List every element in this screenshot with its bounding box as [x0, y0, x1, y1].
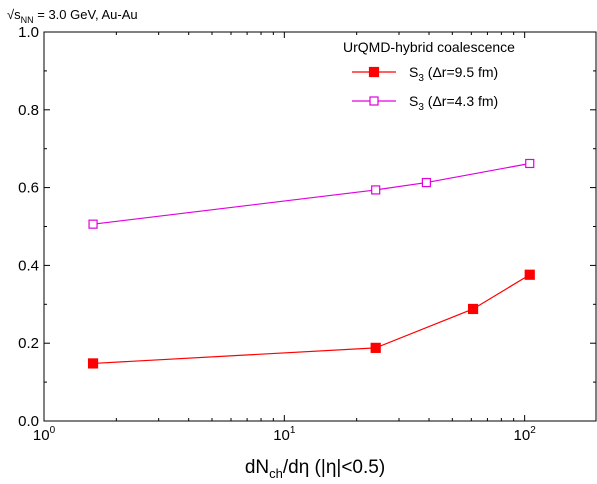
y-tick-label-0: 0.0	[18, 413, 39, 430]
data-point-0-0	[87, 358, 99, 369]
x-axis-title-part2: /dη (|η|<0.5)	[283, 457, 385, 478]
legend-marker-0	[368, 66, 380, 78]
x-tick-label-0: 100	[33, 425, 56, 444]
data-point-0-1	[370, 342, 381, 353]
legend-title: UrQMD-hybrid coalescence	[343, 39, 515, 55]
plot-frame	[43, 31, 597, 422]
y-tick-label-4: 0.8	[18, 102, 39, 119]
s-subscript: NN	[21, 15, 34, 25]
x-axis-title-part1: dN	[245, 457, 269, 478]
s-symbol: s	[14, 7, 21, 22]
series-line-0	[93, 274, 531, 365]
sqrt-symbol: √	[7, 7, 15, 22]
ticks: 0.0 0.2 0.4 0.6 0.8 1.0 100 101 102	[18, 24, 596, 444]
data-point-1-1	[371, 185, 381, 195]
y-tick-label-2: 0.4	[18, 257, 39, 274]
series-line-1	[92, 162, 530, 225]
data-point-0-3	[524, 269, 535, 280]
x-axis-title-subscript: ch	[269, 466, 283, 481]
legend-label-0: S3 (Δr=9.5 fm)	[409, 64, 498, 84]
x-tick-label-2: 102	[514, 425, 537, 444]
x-axis-title: dNch/dη (|η|<0.5)	[245, 457, 385, 481]
legend-label-1: S3 (Δr=4.3 fm)	[409, 93, 498, 113]
annotation-text: = 3.0 GeV, Au-Au	[34, 7, 138, 22]
x-tick-label-1: 101	[273, 425, 296, 444]
y-tick-label-5: 1.0	[18, 24, 39, 41]
data-point-1-3	[525, 158, 535, 169]
axes	[43, 31, 597, 422]
data-point-1-2	[421, 177, 431, 188]
legend-marker-1	[369, 96, 379, 106]
y-tick-label-3: 0.6	[18, 180, 39, 197]
data-point-1-0	[88, 219, 98, 229]
legend-entries: S3 (Δr=9.5 fm) S3 (Δr=4.3 fm)	[352, 64, 498, 113]
energy-annotation: √sNN = 3.0 GeV, Au-Au	[7, 7, 138, 25]
data-point-0-2	[467, 303, 479, 315]
legend: UrQMD-hybrid coalescence S3 (Δr=9.5 fm)S…	[343, 39, 515, 113]
y-tick-label-1: 0.2	[18, 335, 39, 352]
series	[87, 158, 535, 369]
